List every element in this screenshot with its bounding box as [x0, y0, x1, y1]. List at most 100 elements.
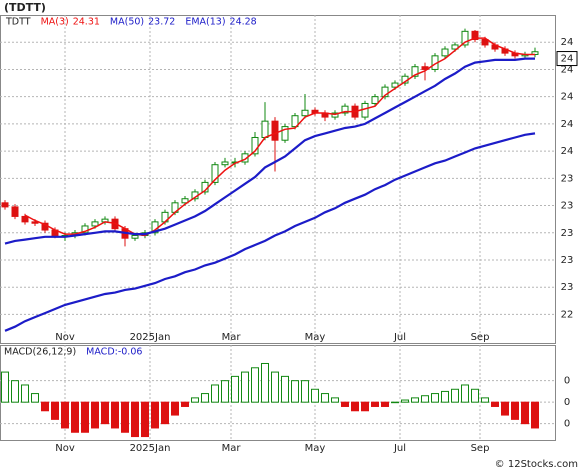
macd-bar: [341, 401, 349, 407]
indicator-line: [4, 132, 536, 332]
macd-value: MACD:-0.06: [86, 347, 142, 358]
macd-bar: [281, 375, 289, 403]
macd-bar: [531, 401, 539, 429]
candle-body: [21, 215, 29, 223]
candle-body: [181, 198, 189, 204]
macd-bar: [491, 401, 499, 407]
macd-bar: [461, 384, 469, 403]
candle-body: [11, 206, 19, 217]
macd-panel: [0, 345, 556, 441]
macd-bar: [501, 401, 509, 416]
macd-bar: [91, 401, 99, 429]
macd-bar: [201, 393, 209, 403]
last-price-box: [556, 51, 578, 67]
x-tick-label: Sep: [471, 443, 490, 454]
x-tick-label: Nov: [55, 332, 75, 343]
macd-bar: [401, 399, 409, 403]
macd-bar: [161, 401, 169, 425]
y-tick-label: 0: [564, 419, 570, 430]
macd-bar: [331, 397, 339, 403]
candle-body: [461, 30, 469, 46]
macd-bar: [481, 397, 489, 403]
y-tick-label: 22: [561, 309, 574, 320]
macd-bar: [381, 401, 389, 407]
candle-body: [441, 48, 449, 57]
candle-body: [271, 120, 279, 141]
macd-bar: [251, 367, 259, 403]
macd-bar: [171, 401, 179, 416]
y-tick-label: 23: [561, 282, 574, 293]
candle-body: [131, 234, 139, 239]
macd-bar: [121, 401, 129, 433]
candle-body: [411, 66, 419, 77]
candle-body: [31, 221, 39, 224]
macd-bar: [61, 401, 69, 429]
y-tick-label: 0: [564, 397, 570, 408]
macd-bar: [151, 401, 159, 429]
y-tick-label: 24: [561, 119, 574, 130]
y-tick-label: 23: [561, 201, 574, 212]
macd-bar: [411, 397, 419, 403]
x-tick-label: Mar: [222, 443, 242, 454]
legend-name: MA(3): [41, 17, 69, 28]
macd-bar: [311, 388, 319, 403]
macd-title: MACD(26,12,9): [4, 347, 76, 358]
candle-body: [391, 82, 399, 88]
candle-body: [361, 102, 369, 118]
macd-bar: [141, 401, 149, 438]
macd-bar: [41, 401, 49, 412]
last-price-label: 24: [561, 54, 574, 65]
x-tick-label: Sep: [471, 332, 490, 343]
candle-body: [251, 136, 259, 155]
candle-body: [211, 164, 219, 183]
macd-bar: [431, 393, 439, 403]
macd-bar: [511, 401, 519, 420]
macd-bar: [421, 395, 429, 403]
x-tick-label: Mar: [222, 332, 242, 343]
candle-body: [281, 126, 289, 141]
legend-value: 24.31: [73, 17, 100, 28]
macd-bar: [271, 371, 279, 403]
x-tick-label: 2025Jan: [130, 332, 171, 343]
candle-body: [91, 221, 99, 227]
macd-bar: [221, 380, 229, 403]
macd-bar: [131, 401, 139, 438]
watermark: © 12Stocks.com: [495, 459, 578, 470]
y-tick-label: 0: [564, 376, 570, 387]
macd-bar: [1, 371, 9, 403]
macd-bar: [471, 388, 479, 403]
macd-bar: [21, 384, 29, 403]
y-tick-label: 24: [561, 146, 574, 157]
macd-bar: [51, 401, 59, 420]
legend-value: 24.28: [230, 17, 257, 28]
macd-bar: [111, 401, 119, 429]
candle-body: [1, 202, 9, 208]
macd-bar: [321, 393, 329, 403]
macd-bar: [211, 384, 219, 403]
macd-bar: [81, 401, 89, 433]
macd-bar: [451, 388, 459, 403]
candle-body: [471, 30, 479, 40]
legend-name: MA(50): [110, 17, 144, 28]
macd-bar: [351, 401, 359, 412]
candle-body: [291, 115, 299, 128]
x-tick-label: May: [305, 443, 326, 454]
macd-bar: [231, 375, 239, 403]
y-tick-label: 23: [561, 228, 574, 239]
candle-body: [371, 96, 379, 104]
macd-bar: [71, 401, 79, 433]
macd-bar: [101, 401, 109, 425]
x-tick-label: Jul: [393, 443, 406, 454]
macd-bar: [181, 401, 189, 407]
x-tick-label: 2025Jan: [130, 443, 171, 454]
macd-bar: [291, 380, 299, 403]
indicator-line: [4, 57, 535, 245]
macd-bar: [361, 401, 369, 412]
y-tick-label: 23: [561, 255, 574, 266]
candle-body: [481, 38, 489, 46]
candle-body: [301, 109, 309, 117]
macd-bar: [11, 380, 19, 403]
price-panel: [0, 15, 556, 344]
legend-value: 23.72: [148, 17, 175, 28]
